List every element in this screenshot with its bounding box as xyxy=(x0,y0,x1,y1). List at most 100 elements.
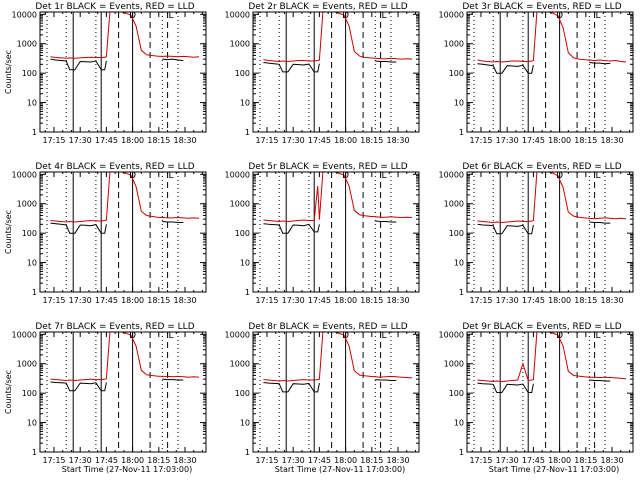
x-tick-label: 17:45 xyxy=(95,136,118,145)
x-tick-label: 17:15 xyxy=(469,456,492,465)
x-tick-label: 18:00 xyxy=(121,456,144,465)
top-marker-letter: D xyxy=(556,171,563,181)
x-tick-label: 17:30 xyxy=(69,136,92,145)
y-tick-label: 10 xyxy=(454,419,464,428)
y-tick-label: 10000 xyxy=(12,10,37,19)
x-tick-label: 17:15 xyxy=(42,456,65,465)
panel-title: Det 9r BLACK = Events, RED = LLD xyxy=(462,322,621,332)
y-tick-label: 1000 xyxy=(17,360,37,369)
series-group xyxy=(477,172,627,235)
x-tick-label: 17:30 xyxy=(496,136,519,145)
top-marker-letter: L xyxy=(596,331,601,341)
x-tick-label: 17:45 xyxy=(522,456,545,465)
top-marker-letter: L xyxy=(596,171,601,181)
plot-frame xyxy=(39,11,207,133)
x-axis-label: Start Time (27-Nov-11 17:03:00) xyxy=(62,465,192,474)
plot-frame xyxy=(466,11,634,133)
events-series-line xyxy=(50,378,184,392)
series-group xyxy=(263,172,413,234)
x-tick-label: 18:00 xyxy=(548,296,571,305)
y-tick-label: 100 xyxy=(22,229,37,238)
x-tick-label: 18:30 xyxy=(387,296,410,305)
y-axis-label: Counts/sec xyxy=(4,370,13,414)
y-tick-label: 1000 xyxy=(230,200,250,209)
x-tick-label: 18:00 xyxy=(334,136,357,145)
y-tick-label: 100 xyxy=(22,389,37,398)
top-marker-letter: L xyxy=(169,171,174,181)
y-tick-label: 10 xyxy=(27,99,37,108)
top-marker-letter: L xyxy=(169,11,174,21)
x-tick-label: 18:00 xyxy=(334,456,357,465)
x-tick-label: 17:30 xyxy=(282,296,305,305)
lld-series-line xyxy=(477,12,627,63)
y-tick-label: 1 xyxy=(245,448,250,457)
events-series-line xyxy=(477,62,611,74)
detector-panel: 1 10 100 1000 10000 17:15 17:30 17:45 18:00 18:15… xyxy=(225,322,420,474)
detector-panel: 1 10 100 1000 10000 17:15 17:30 17:45 18:00 18:15… xyxy=(4,2,207,145)
y-tick-label: 1000 xyxy=(230,40,250,49)
x-tick-label: 18:00 xyxy=(121,136,144,145)
y-tick-label: 10 xyxy=(27,419,37,428)
x-tick-label: 17:45 xyxy=(522,296,545,305)
series-group xyxy=(477,12,627,74)
events-series-line xyxy=(50,58,184,71)
x-tick-label: 18:15 xyxy=(360,456,383,465)
top-marker-letter: D xyxy=(342,171,349,181)
x-tick-label: 18:15 xyxy=(147,136,170,145)
panel-title: Det 4r BLACK = Events, RED = LLD xyxy=(35,162,194,172)
x-tick-label: 17:15 xyxy=(42,136,65,145)
x-tick-label: 18:30 xyxy=(174,456,197,465)
top-marker-letter: L xyxy=(382,331,387,341)
x-tick-label: 18:30 xyxy=(601,456,624,465)
panel-title: Det 3r BLACK = Events, RED = LLD xyxy=(462,2,621,12)
plot-frame xyxy=(252,171,420,293)
x-tick-label: 17:45 xyxy=(522,136,545,145)
y-tick-label: 10 xyxy=(240,99,250,108)
x-axis-label: Start Time (27-Nov-11 17:03:00) xyxy=(275,465,405,474)
top-marker-letter: D xyxy=(129,171,136,181)
top-marker-letter: D xyxy=(342,11,349,21)
x-tick-label: 17:30 xyxy=(496,456,519,465)
y-tick-label: 10 xyxy=(240,419,250,428)
y-tick-label: 10 xyxy=(240,259,250,268)
detector-panel: 1 10 100 1000 10000 17:15 17:30 17:45 18:00 18:15… xyxy=(4,162,207,305)
events-series-line xyxy=(263,220,397,234)
plot-frame xyxy=(466,171,634,293)
x-tick-label: 18:30 xyxy=(387,136,410,145)
x-tick-label: 17:45 xyxy=(308,296,331,305)
detector-panel: 1 10 100 1000 10000 17:15 17:30 17:45 18:00 18:15… xyxy=(439,322,634,474)
lld-series-line xyxy=(50,12,200,59)
detector-panel: 1 10 100 1000 10000 17:15 17:30 17:45 18:00 18:15… xyxy=(439,162,634,305)
y-tick-label: 100 xyxy=(449,229,464,238)
top-marker-letter: D xyxy=(129,331,136,341)
top-marker-letter: L xyxy=(169,331,174,341)
x-tick-label: 17:15 xyxy=(255,296,278,305)
y-tick-label: 10000 xyxy=(439,170,464,179)
y-tick-label: 1000 xyxy=(444,200,464,209)
plot-frame xyxy=(466,331,634,453)
x-tick-label: 18:00 xyxy=(548,456,571,465)
lld-series-line xyxy=(477,172,627,224)
x-tick-label: 18:15 xyxy=(147,456,170,465)
y-tick-label: 1 xyxy=(459,288,464,297)
y-tick-label: 1 xyxy=(245,128,250,137)
x-tick-label: 17:15 xyxy=(255,136,278,145)
x-axis-label: Start Time (27-Nov-11 17:03:00) xyxy=(489,465,619,474)
events-series-line xyxy=(263,60,397,73)
y-tick-label: 1000 xyxy=(17,200,37,209)
lld-series-line xyxy=(50,332,200,382)
y-axis-label: Counts/sec xyxy=(4,50,13,94)
x-tick-label: 18:00 xyxy=(121,296,144,305)
top-marker-letter: D xyxy=(556,11,563,21)
x-tick-label: 17:45 xyxy=(308,456,331,465)
plot-frame xyxy=(252,11,420,133)
y-tick-label: 10000 xyxy=(12,170,37,179)
x-tick-label: 18:30 xyxy=(174,136,197,145)
y-tick-label: 10 xyxy=(27,259,37,268)
lld-series-line xyxy=(263,172,413,223)
x-tick-label: 18:00 xyxy=(548,136,571,145)
x-tick-label: 17:15 xyxy=(255,456,278,465)
x-tick-label: 17:45 xyxy=(95,456,118,465)
x-tick-label: 17:45 xyxy=(308,136,331,145)
